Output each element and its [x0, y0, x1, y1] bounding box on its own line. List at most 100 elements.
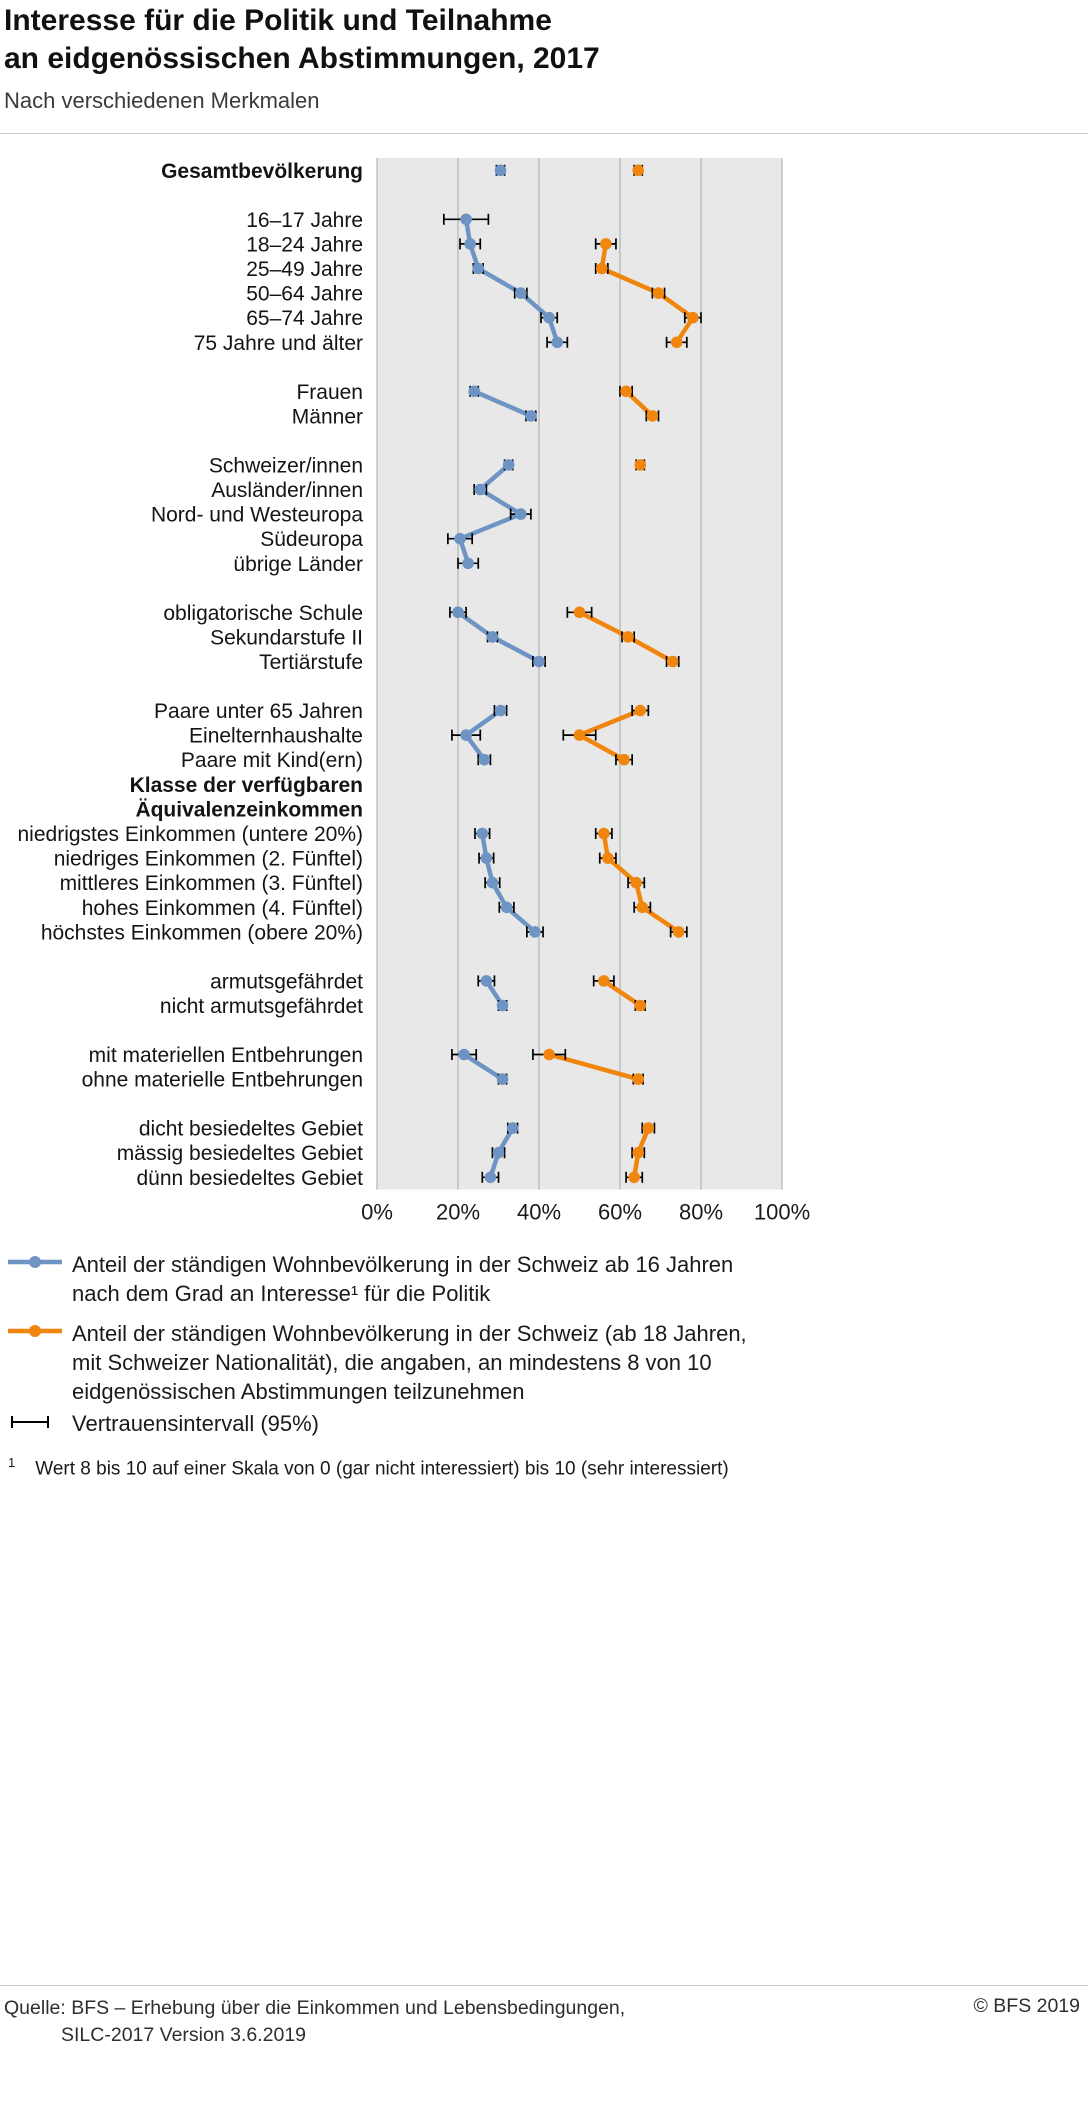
category-label: Äquivalenzeinkommen	[135, 798, 363, 821]
data-point-interesse	[454, 532, 466, 545]
data-point-interesse	[484, 1171, 497, 1184]
page-subtitle: Nach verschiedenen Merkmalen	[4, 88, 320, 113]
source-note: Quelle: BFS – Erhebung über die Einkomme…	[4, 1995, 625, 2049]
data-point-teilnahme	[636, 901, 649, 914]
category-label: 65–74 Jahre	[246, 307, 363, 330]
source-line-1: Quelle: BFS – Erhebung über die Einkomme…	[4, 1997, 626, 2019]
footnote: 1 Wert 8 bis 10 auf einer Skala von 0 (ga…	[8, 1455, 729, 1480]
category-label: nicht armutsgefährdet	[160, 995, 363, 1018]
data-point-interesse	[514, 287, 527, 299]
category-label: Schweizer/innen	[209, 454, 363, 477]
x-axis-tick-label: 40%	[517, 1200, 561, 1225]
data-point-interesse	[500, 901, 513, 914]
x-axis-tick-label: 20%	[436, 1200, 480, 1225]
category-label: mässig besiedeltes Gebiet	[117, 1142, 363, 1165]
data-point-interesse	[496, 999, 509, 1012]
category-label: Nord- und Westeuropa	[151, 504, 363, 527]
legend-text-teilnahme: Anteil der ständigen Wohnbevölkerung in …	[72, 1319, 747, 1406]
category-label: 16–17 Jahre	[246, 209, 363, 232]
data-point-interesse	[492, 1146, 505, 1159]
category-label: mittleres Einkommen (3. Fünftel)	[60, 872, 363, 895]
category-label: Einelternhaushalte	[189, 725, 363, 748]
category-label: Frauen	[296, 381, 363, 404]
category-label: Tertiärstufe	[259, 651, 363, 674]
data-point-teilnahme	[595, 262, 608, 275]
data-point-teilnahme	[632, 1073, 645, 1085]
data-point-interesse	[525, 410, 537, 422]
data-point-teilnahme	[543, 1048, 555, 1061]
category-label: 50–64 Jahre	[246, 283, 363, 306]
data-point-teilnahme	[687, 311, 699, 324]
data-point-interesse	[486, 631, 499, 643]
legend-item-confidence-interval: Vertrauensintervall (95%)	[6, 1409, 319, 1438]
data-point-teilnahme	[600, 238, 612, 250]
data-point-teilnahme	[628, 1171, 640, 1184]
category-label: 25–49 Jahre	[246, 258, 363, 281]
category-label: hohes Einkommen (4. Fünftel)	[82, 897, 363, 920]
legend-text-interesse: Anteil der ständigen Wohnbevölkerung in …	[72, 1250, 733, 1308]
data-point-teilnahme	[602, 852, 614, 864]
data-point-interesse	[480, 852, 493, 864]
legend-line: mit Schweizer Nationalität), die angaben…	[72, 1350, 712, 1375]
data-point-interesse	[478, 753, 491, 766]
data-point-interesse	[486, 876, 499, 889]
category-label: übrige Länder	[233, 553, 363, 576]
x-axis-tick-label: 80%	[679, 1200, 723, 1225]
data-point-teilnahme	[646, 410, 659, 422]
data-point-teilnahme	[618, 753, 630, 766]
data-point-teilnahme	[634, 999, 647, 1012]
plot-background	[377, 158, 782, 1190]
category-label: armutsgefährdet	[210, 970, 363, 993]
category-label: dicht besiedeltes Gebiet	[139, 1118, 363, 1141]
data-point-interesse	[494, 704, 507, 717]
footnote-marker: 1	[8, 1455, 16, 1470]
data-point-interesse	[472, 262, 485, 275]
category-label: Klasse der verfügbaren	[130, 774, 363, 797]
source-line-2: SILC-2017 Version 3.6.2019	[61, 2024, 307, 2046]
series-line-interesse	[471, 389, 534, 419]
category-label: Gesamtbevölkerung	[161, 160, 363, 183]
legend-line: nach dem Grad an Interesse¹ für die Poli…	[72, 1281, 491, 1306]
copyright: © BFS 2019	[973, 1995, 1080, 2017]
data-point-teilnahme	[632, 1146, 645, 1159]
legend-line: Anteil der ständigen Wohnbevölkerung in …	[72, 1252, 734, 1277]
data-point-interesse	[506, 1122, 519, 1134]
error-bar-icon	[11, 1416, 49, 1428]
category-label: Paare unter 65 Jahren	[154, 700, 363, 723]
data-point-interesse	[462, 557, 474, 570]
data-point-teilnahme	[620, 385, 632, 398]
legend-text-confidence-interval: Vertrauensintervall (95%)	[72, 1409, 319, 1438]
series-line-teilnahme	[601, 978, 643, 1008]
category-label: Ausländer/innen	[211, 479, 363, 502]
legend-line: Anteil der ständigen Wohnbevölkerung in …	[72, 1321, 747, 1346]
data-point-teilnahme	[642, 1122, 655, 1134]
footer-divider	[0, 1985, 1088, 1986]
category-label: mit materiellen Entbehrungen	[89, 1044, 363, 1067]
data-point-teilnahme	[598, 827, 610, 840]
category-label: Paare mit Kind(ern)	[181, 749, 363, 772]
category-label: dünn besiedeltes Gebiet	[137, 1167, 364, 1190]
data-point-teilnahme	[634, 704, 647, 717]
data-point-interesse	[476, 827, 489, 840]
data-point-interesse	[496, 1073, 509, 1085]
data-point-interesse	[543, 311, 555, 324]
data-point-interesse	[468, 385, 481, 398]
data-point-teilnahme	[622, 631, 634, 643]
series-line-interesse	[461, 1052, 505, 1082]
data-point-interesse	[494, 164, 507, 177]
category-label: niedriges Einkommen (2. Fünftel)	[54, 848, 363, 871]
data-point-teilnahme	[652, 287, 665, 299]
data-point-teilnahme	[634, 459, 647, 471]
teilnahme-series-symbol	[6, 1319, 72, 1344]
title-line-2: an eidgenössischen Abstimmungen, 2017	[4, 42, 600, 75]
data-point-teilnahme	[632, 164, 645, 177]
data-point-interesse	[460, 729, 472, 741]
data-point-teilnahme	[573, 606, 586, 619]
legend-item-teilnahme: Anteil der ständigen Wohnbevölkerung in …	[6, 1319, 747, 1406]
data-point-interesse	[480, 975, 493, 987]
category-label: Sekundarstufe II	[210, 626, 363, 649]
data-point-interesse	[502, 459, 515, 471]
category-label: Südeuropa	[260, 528, 363, 551]
data-point-interesse	[529, 926, 541, 938]
data-point-teilnahme	[672, 926, 685, 938]
